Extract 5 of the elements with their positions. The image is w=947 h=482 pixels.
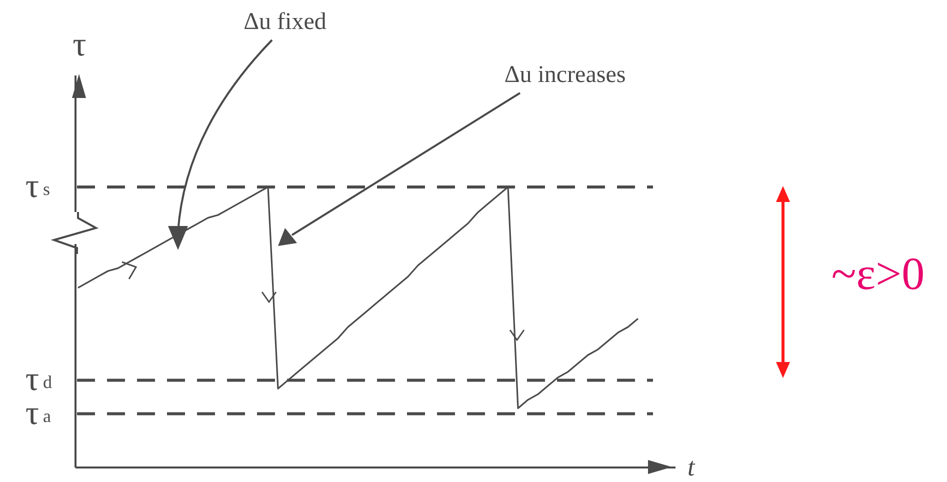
- x-axis-title: t: [688, 452, 696, 482]
- y-axis-title: τ: [72, 26, 86, 64]
- text: ~ε>0: [831, 248, 925, 299]
- text: Δu fixed: [244, 9, 326, 35]
- text: Δu increases: [504, 62, 626, 88]
